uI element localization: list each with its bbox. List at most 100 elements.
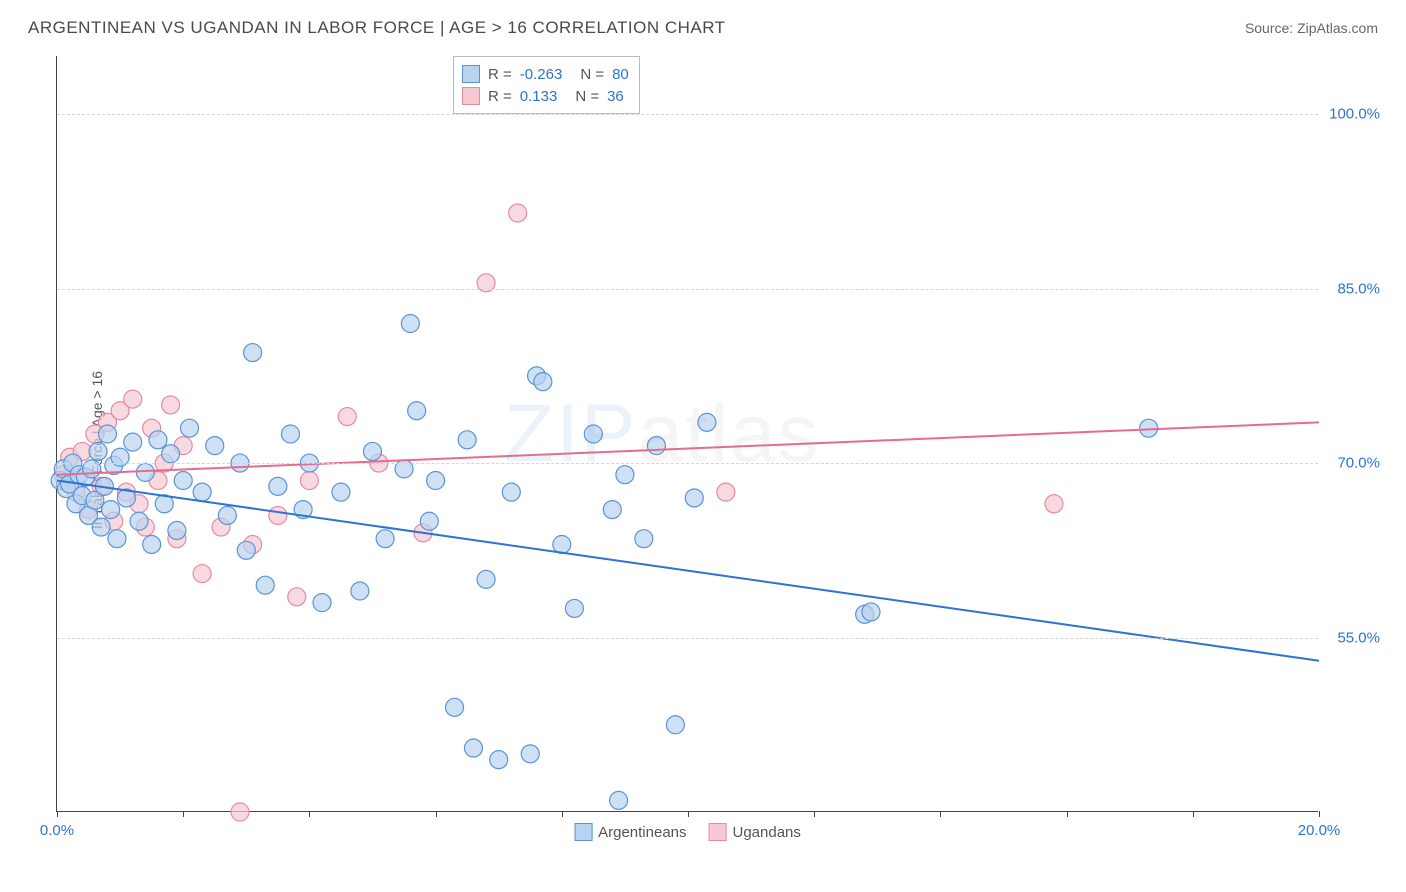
x-tick-label: 20.0%	[1298, 822, 1341, 839]
n-value-u: 36	[607, 88, 624, 105]
scatter-point-argentineans	[256, 576, 274, 594]
scatter-point-argentineans	[143, 535, 161, 553]
title-row: ARGENTINEAN VS UGANDAN IN LABOR FORCE | …	[0, 0, 1406, 42]
gridline	[57, 114, 1318, 115]
scatter-point-argentineans	[616, 466, 634, 484]
scatter-point-argentineans	[401, 315, 419, 333]
scatter-point-argentineans	[237, 541, 255, 559]
stats-row-ugandans: R = 0.133 N = 36	[462, 85, 629, 107]
scatter-point-ugandans	[338, 408, 356, 426]
scatter-point-argentineans	[584, 425, 602, 443]
n-value-a: 80	[612, 66, 629, 83]
scatter-point-argentineans	[610, 791, 628, 809]
scatter-point-argentineans	[218, 506, 236, 524]
r-value-u: 0.133	[520, 88, 558, 105]
x-tick	[309, 811, 310, 817]
x-tick	[57, 811, 58, 817]
y-tick-label: 85.0%	[1324, 280, 1380, 297]
chart-title: ARGENTINEAN VS UGANDAN IN LABOR FORCE | …	[28, 18, 726, 38]
chart-container: ARGENTINEAN VS UGANDAN IN LABOR FORCE | …	[0, 0, 1406, 892]
scatter-point-argentineans	[685, 489, 703, 507]
scatter-point-argentineans	[149, 431, 167, 449]
scatter-point-argentineans	[565, 599, 583, 617]
gridline	[57, 289, 1318, 290]
scatter-point-argentineans	[102, 501, 120, 519]
scatter-point-argentineans	[193, 483, 211, 501]
r-label-a: R =	[488, 66, 512, 83]
scatter-point-argentineans	[635, 530, 653, 548]
scatter-point-argentineans	[136, 463, 154, 481]
scatter-point-argentineans	[490, 751, 508, 769]
x-tick	[814, 811, 815, 817]
plot-svg	[57, 56, 1319, 812]
legend-label-argentineans: Argentineans	[598, 824, 686, 841]
scatter-point-argentineans	[89, 442, 107, 460]
scatter-point-ugandans	[231, 803, 249, 821]
trend-line-argentineans	[57, 481, 1319, 661]
scatter-point-argentineans	[313, 594, 331, 612]
plot-area: ZIPatlas R = -0.263 N = 80 R = 0.133 N =…	[56, 56, 1318, 812]
legend-label-ugandans: Ugandans	[733, 824, 801, 841]
y-tick-label: 100.0%	[1324, 106, 1380, 123]
legend-swatch-ugandans	[709, 823, 727, 841]
x-tick	[688, 811, 689, 817]
n-label-u: N =	[575, 88, 599, 105]
scatter-point-argentineans	[168, 522, 186, 540]
trend-line-ugandans	[57, 422, 1319, 474]
scatter-point-argentineans	[108, 530, 126, 548]
stats-row-argentineans: R = -0.263 N = 80	[462, 63, 629, 85]
scatter-point-argentineans	[92, 518, 110, 536]
scatter-point-argentineans	[244, 344, 262, 362]
y-tick-label: 55.0%	[1324, 629, 1380, 646]
scatter-point-argentineans	[521, 745, 539, 763]
gridline	[57, 463, 1318, 464]
scatter-point-argentineans	[269, 477, 287, 495]
scatter-point-argentineans	[124, 433, 142, 451]
scatter-point-argentineans	[351, 582, 369, 600]
scatter-point-argentineans	[408, 402, 426, 420]
scatter-point-argentineans	[281, 425, 299, 443]
scatter-point-ugandans	[1045, 495, 1063, 513]
x-tick	[183, 811, 184, 817]
scatter-point-argentineans	[364, 442, 382, 460]
scatter-point-ugandans	[509, 204, 527, 222]
scatter-point-argentineans	[862, 603, 880, 621]
legend-item-argentineans: Argentineans	[574, 823, 686, 841]
scatter-point-argentineans	[206, 437, 224, 455]
scatter-point-argentineans	[647, 437, 665, 455]
scatter-point-argentineans	[446, 698, 464, 716]
x-tick	[562, 811, 563, 817]
scatter-point-ugandans	[193, 565, 211, 583]
r-label-u: R =	[488, 88, 512, 105]
x-tick	[1067, 811, 1068, 817]
x-tick	[436, 811, 437, 817]
scatter-point-argentineans	[174, 472, 192, 490]
swatch-argentineans	[462, 65, 480, 83]
scatter-point-ugandans	[300, 472, 318, 490]
scatter-point-argentineans	[477, 570, 495, 588]
source-label: Source: ZipAtlas.com	[1245, 20, 1378, 36]
x-tick-label: 0.0%	[40, 822, 74, 839]
scatter-point-argentineans	[181, 419, 199, 437]
scatter-point-argentineans	[698, 413, 716, 431]
plot-outer: In Labor Force | Age > 16 ZIPatlas R = -…	[56, 56, 1386, 844]
legend-item-ugandans: Ugandans	[709, 823, 801, 841]
scatter-point-ugandans	[162, 396, 180, 414]
stats-legend-box: R = -0.263 N = 80 R = 0.133 N = 36	[453, 56, 640, 114]
scatter-point-ugandans	[269, 506, 287, 524]
scatter-point-argentineans	[332, 483, 350, 501]
legend-swatch-argentineans	[574, 823, 592, 841]
n-label-a: N =	[580, 66, 604, 83]
scatter-point-argentineans	[666, 716, 684, 734]
x-tick	[940, 811, 941, 817]
y-tick-label: 70.0%	[1324, 455, 1380, 472]
scatter-point-argentineans	[420, 512, 438, 530]
scatter-point-argentineans	[376, 530, 394, 548]
scatter-point-argentineans	[603, 501, 621, 519]
scatter-point-argentineans	[427, 472, 445, 490]
x-tick	[1319, 811, 1320, 817]
scatter-point-ugandans	[124, 390, 142, 408]
scatter-point-argentineans	[98, 425, 116, 443]
swatch-ugandans	[462, 87, 480, 105]
scatter-point-argentineans	[458, 431, 476, 449]
